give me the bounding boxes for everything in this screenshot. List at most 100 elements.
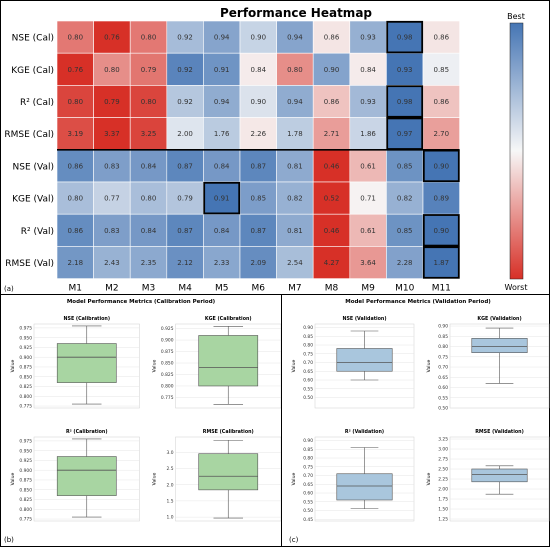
cell-value-label: 0.92 xyxy=(177,34,193,42)
cell-value-label: 0.93 xyxy=(360,98,376,106)
y-tick-label: 0.80 xyxy=(438,344,448,350)
row-label: NSE (Val) xyxy=(13,162,55,172)
cell-value-label: 0.82 xyxy=(397,195,413,203)
cell-value-label: 0.83 xyxy=(104,227,120,235)
subplot-title: RMSE (Calibration) xyxy=(203,429,254,435)
subplot-title: NSE (Validation) xyxy=(342,316,386,322)
heatmap-cell xyxy=(276,52,314,86)
iqr-box xyxy=(471,468,528,483)
y-tick-label: 0.50 xyxy=(438,406,448,412)
heatmap-cell xyxy=(203,20,241,54)
y-tick-label: 3.25 xyxy=(438,437,448,443)
heatmap-cell xyxy=(349,149,387,183)
cell-value-label: 0.87 xyxy=(251,162,267,170)
column-label: M5 xyxy=(215,284,229,294)
iqr-box xyxy=(198,453,259,491)
cell-value-label: 0.91 xyxy=(214,66,230,74)
cell-value-label: 0.93 xyxy=(397,66,413,74)
cell-value-label: 0.80 xyxy=(141,195,157,203)
column-label: M6 xyxy=(252,284,266,294)
cell-value-label: 0.98 xyxy=(397,34,413,42)
y-tick-label: 0.55 xyxy=(438,395,448,401)
y-axis-label: Value xyxy=(10,473,16,486)
cell-value-label: 0.87 xyxy=(177,162,193,170)
y-tick-label: 1.25 xyxy=(438,517,448,523)
heatmap-cell xyxy=(422,117,460,151)
heatmap-cell xyxy=(93,117,131,151)
column-label: M10 xyxy=(395,284,414,294)
y-tick-label: 0.875 xyxy=(19,478,32,484)
y-tick-label: 0.85 xyxy=(303,447,313,453)
cell-value-label: 2.26 xyxy=(251,130,267,138)
cell-value-label: 0.84 xyxy=(141,162,157,170)
subplot-title: KGE (Validation) xyxy=(477,316,521,322)
heatmap-cell xyxy=(312,117,351,151)
heatmap-cell xyxy=(129,181,168,215)
cell-value-label: 0.76 xyxy=(104,34,120,42)
iqr-box xyxy=(336,348,393,372)
y-tick-label: 0.75 xyxy=(303,351,313,357)
y-tick-label: 0.55 xyxy=(303,499,313,505)
cell-value-label: 3.64 xyxy=(360,259,376,267)
heatmap-cell xyxy=(276,246,314,279)
cell-value-label: 0.71 xyxy=(360,195,376,203)
y-tick-label: 0.975 xyxy=(19,439,32,445)
heatmap-cell xyxy=(93,52,131,86)
heatmap-cell xyxy=(349,117,387,151)
y-tick-label: 0.85 xyxy=(303,334,313,340)
cell-value-label: 1.87 xyxy=(434,259,450,267)
y-axis-label: Value xyxy=(291,360,297,373)
heatmap-cell xyxy=(239,85,277,118)
heatmap-cell xyxy=(349,213,387,247)
heatmap-cell xyxy=(349,246,387,279)
y-tick-label: 0.875 xyxy=(19,365,32,371)
panel-b-title: Model Performance Metrics (Calibration P… xyxy=(67,299,216,305)
cell-value-label: 3.19 xyxy=(68,130,84,138)
heatmap-cell xyxy=(349,52,387,86)
y-tick-label: 0.900 xyxy=(19,468,32,474)
cell-value-label: 0.85 xyxy=(397,227,413,235)
iqr-box xyxy=(336,473,393,501)
y-tick-label: 0.70 xyxy=(303,360,313,366)
y-tick-label: 0.80 xyxy=(303,343,313,349)
column-label: M2 xyxy=(105,284,119,294)
heatmap-cell xyxy=(129,246,168,279)
y-axis-label: Value xyxy=(152,360,158,373)
heatmap-cell xyxy=(312,181,351,215)
y-tick-label: 2.00 xyxy=(438,487,448,493)
cell-value-label: 0.94 xyxy=(287,98,303,106)
cell-value-label: 2.28 xyxy=(397,259,413,267)
cell-value-label: 0.79 xyxy=(141,66,157,74)
cell-value-label: 0.80 xyxy=(68,98,84,106)
y-tick-label: 0.825 xyxy=(161,372,174,378)
cell-value-label: 2.12 xyxy=(177,259,193,267)
cell-value-label: 2.33 xyxy=(214,259,230,267)
y-tick-label: 0.800 xyxy=(161,384,174,390)
y-tick-label: 3.0 xyxy=(167,450,174,456)
heatmap-cell xyxy=(239,117,277,151)
heatmap-cell xyxy=(422,246,460,279)
y-tick-label: 0.65 xyxy=(438,375,448,381)
heatmap-cell xyxy=(203,117,241,151)
column-label: M9 xyxy=(361,284,375,294)
colorbar: Best Worst xyxy=(505,12,528,292)
heatmap-cell xyxy=(386,181,424,215)
row-label: RMSE (Val) xyxy=(5,259,54,269)
y-tick-label: 0.875 xyxy=(161,349,174,355)
cell-value-label: 0.80 xyxy=(141,34,157,42)
cell-value-label: 0.80 xyxy=(104,66,120,74)
y-tick-label: 0.70 xyxy=(438,365,448,371)
y-tick-label: 0.950 xyxy=(19,448,32,454)
subplot-r-calibration-: 0.775 0.800 0.825 0.850 0.875 0.900 0.925 0.950… xyxy=(10,429,140,523)
row-label: R² (Val) xyxy=(21,227,54,237)
heatmap-cell xyxy=(239,213,277,247)
colorbar-bottom-label: Worst xyxy=(505,283,528,292)
row-label: RMSE (Cal) xyxy=(4,130,54,140)
y-tick-label: 0.775 xyxy=(161,395,174,401)
y-tick-label: 2.50 xyxy=(438,467,448,473)
y-tick-label: 2.25 xyxy=(438,477,448,483)
heatmap-cell xyxy=(203,52,241,86)
cell-value-label: 0.80 xyxy=(68,34,84,42)
cell-value-label: 0.90 xyxy=(324,66,340,74)
